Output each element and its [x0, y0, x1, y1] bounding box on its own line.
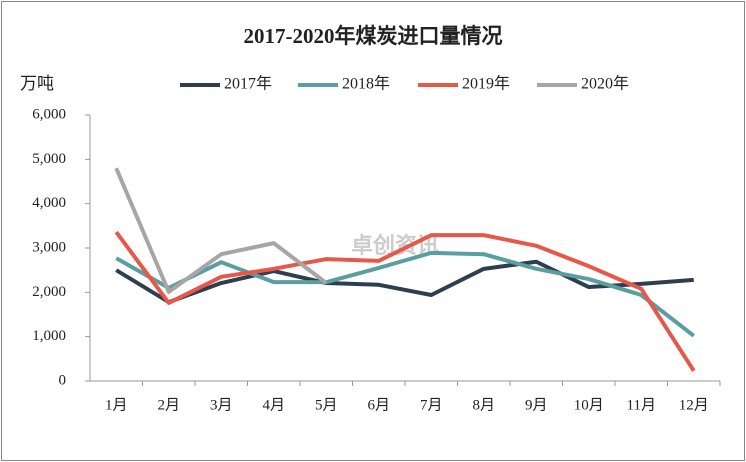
legend-label: 2018年 [342, 75, 390, 93]
x-tick-label: 6月 [367, 397, 390, 413]
series-line [114, 230, 696, 372]
series-line [115, 250, 695, 338]
x-tick-label: 2月 [157, 397, 180, 413]
x-tick-label: 3月 [210, 397, 233, 413]
series-line [115, 259, 694, 305]
x-tick-label: 10月 [574, 397, 604, 413]
y-tick-label: 3,000 [32, 239, 66, 255]
x-tick-label: 4月 [262, 397, 285, 413]
x-tick-label: 1月 [105, 397, 128, 413]
legend-label: 2019年 [462, 75, 510, 93]
x-tick-label: 11月 [627, 397, 656, 413]
x-tick-label: 12月 [679, 397, 709, 413]
x-tick-label: 7月 [420, 397, 443, 413]
x-tick-label: 9月 [525, 397, 548, 413]
x-tick-label: 5月 [315, 397, 338, 413]
y-tick-label: 6,000 [32, 106, 66, 122]
y-tick-label: 2,000 [32, 284, 66, 300]
chart-title: 2017-2020年煤炭进口量情况 [244, 24, 503, 48]
y-axis-label: 万吨 [20, 74, 54, 93]
y-tick-label: 4,000 [32, 195, 66, 211]
y-tick-label: 0 [59, 372, 67, 388]
legend-label: 2017年 [224, 75, 272, 93]
legend-label: 2020年 [581, 75, 629, 93]
y-tick-label: 5,000 [32, 151, 66, 167]
series-line [114, 167, 328, 294]
x-tick-label: 8月 [472, 397, 495, 413]
y-tick-label: 1,000 [32, 328, 66, 344]
